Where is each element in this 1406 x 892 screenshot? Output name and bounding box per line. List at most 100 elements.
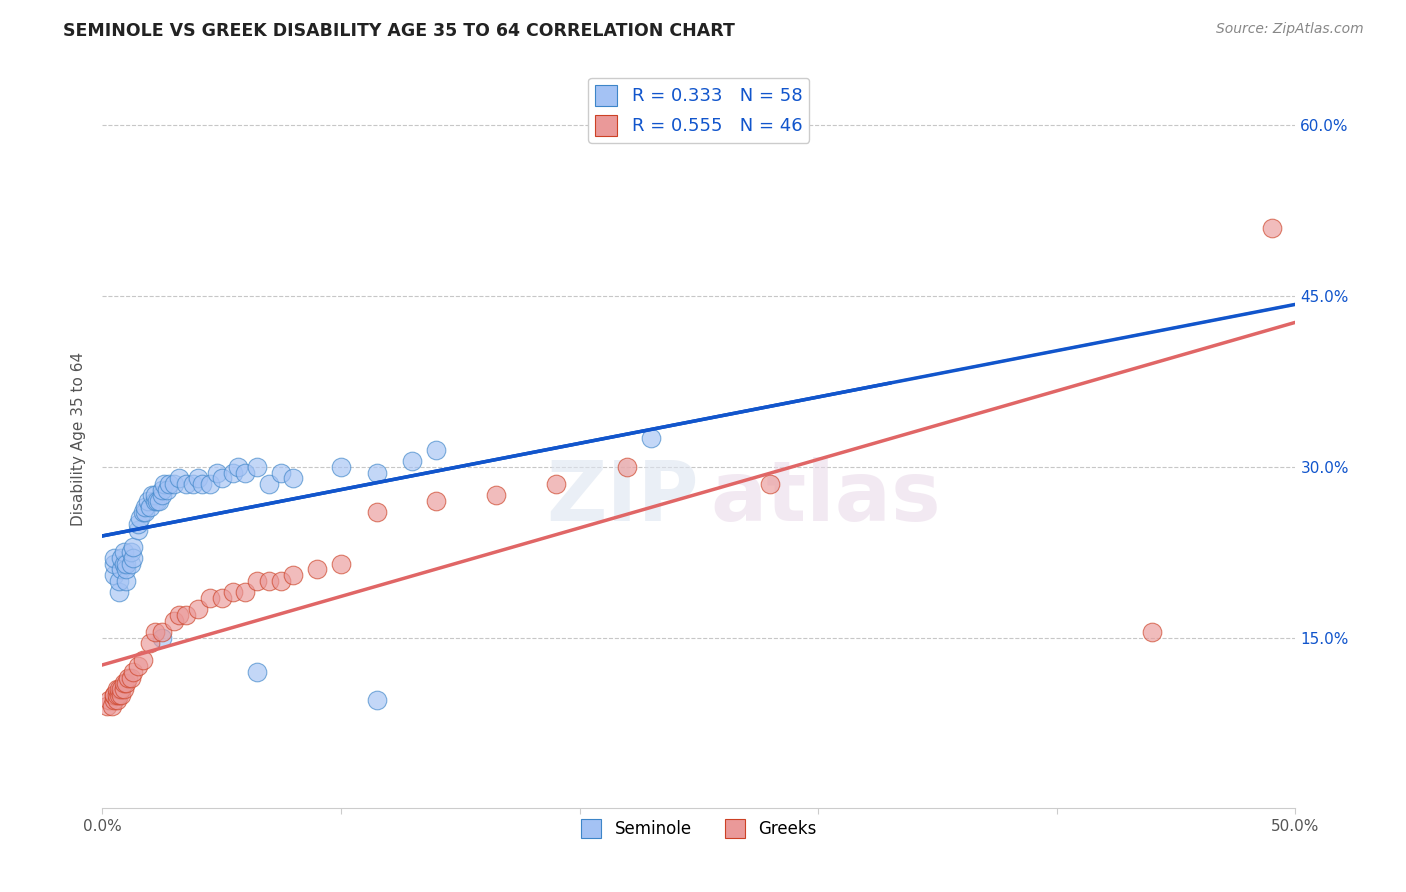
Point <box>329 557 352 571</box>
Point <box>211 471 233 485</box>
Text: Source: ZipAtlas.com: Source: ZipAtlas.com <box>1216 22 1364 37</box>
Point <box>115 574 138 588</box>
Point <box>329 459 352 474</box>
Point <box>222 585 245 599</box>
Point <box>191 477 214 491</box>
Text: ZIP: ZIP <box>547 458 699 538</box>
Point <box>485 488 508 502</box>
Point <box>115 562 138 576</box>
Point <box>132 506 155 520</box>
Point <box>425 494 447 508</box>
Point <box>112 676 135 690</box>
Point <box>281 568 304 582</box>
Point <box>96 698 118 713</box>
Point <box>270 574 292 588</box>
Point <box>174 607 197 622</box>
Point <box>112 681 135 696</box>
Point <box>270 466 292 480</box>
Point <box>115 557 138 571</box>
Point <box>281 471 304 485</box>
Point <box>226 459 249 474</box>
Point <box>139 636 162 650</box>
Point <box>181 477 204 491</box>
Point <box>187 602 209 616</box>
Point <box>122 540 145 554</box>
Point <box>136 494 159 508</box>
Point <box>1142 625 1164 640</box>
Point <box>103 693 125 707</box>
Point <box>259 574 281 588</box>
Point <box>246 665 269 679</box>
Point <box>122 665 145 679</box>
Point <box>108 688 131 702</box>
Point <box>110 688 132 702</box>
Point <box>150 625 173 640</box>
Point <box>132 653 155 667</box>
Point <box>187 471 209 485</box>
Point <box>127 523 149 537</box>
Point <box>157 477 180 491</box>
Point <box>222 466 245 480</box>
Point <box>105 693 128 707</box>
Point <box>198 591 221 605</box>
Point <box>259 477 281 491</box>
Point <box>148 494 170 508</box>
Point <box>134 506 156 520</box>
Point <box>103 568 125 582</box>
Point <box>120 671 142 685</box>
Point <box>105 681 128 696</box>
Point <box>235 466 257 480</box>
Point <box>246 574 269 588</box>
Point <box>150 488 173 502</box>
Point <box>156 483 179 497</box>
Point <box>1260 220 1282 235</box>
Point <box>366 693 388 707</box>
Point <box>167 607 190 622</box>
Point <box>141 488 163 502</box>
Point <box>127 659 149 673</box>
Point <box>759 477 782 491</box>
Point <box>211 591 233 605</box>
Point <box>110 562 132 576</box>
Point <box>143 625 166 640</box>
Point <box>122 551 145 566</box>
Point <box>112 557 135 571</box>
Point <box>163 477 186 491</box>
Point <box>105 688 128 702</box>
Point <box>150 631 173 645</box>
Point <box>174 477 197 491</box>
Point <box>115 676 138 690</box>
Point <box>366 466 388 480</box>
Point <box>425 442 447 457</box>
Text: SEMINOLE VS GREEK DISABILITY AGE 35 TO 64 CORRELATION CHART: SEMINOLE VS GREEK DISABILITY AGE 35 TO 6… <box>63 22 735 40</box>
Point <box>110 681 132 696</box>
Point <box>110 551 132 566</box>
Point <box>108 681 131 696</box>
Point <box>163 614 186 628</box>
Point <box>305 562 328 576</box>
Point <box>366 506 388 520</box>
Point <box>235 585 257 599</box>
Point <box>129 511 152 525</box>
Point <box>153 477 176 491</box>
Point <box>117 671 139 685</box>
Point <box>167 471 190 485</box>
Point <box>108 574 131 588</box>
Point <box>205 466 228 480</box>
Y-axis label: Disability Age 35 to 64: Disability Age 35 to 64 <box>72 351 86 525</box>
Point <box>100 698 122 713</box>
Legend: Seminole, Greeks: Seminole, Greeks <box>575 812 824 845</box>
Text: atlas: atlas <box>711 458 942 538</box>
Point <box>103 557 125 571</box>
Point <box>401 454 423 468</box>
Point <box>143 488 166 502</box>
Point <box>120 545 142 559</box>
Point <box>143 494 166 508</box>
Point <box>150 483 173 497</box>
Point <box>120 557 142 571</box>
Point <box>103 551 125 566</box>
Point <box>616 459 638 474</box>
Point <box>98 693 121 707</box>
Point <box>139 500 162 514</box>
Point <box>146 494 169 508</box>
